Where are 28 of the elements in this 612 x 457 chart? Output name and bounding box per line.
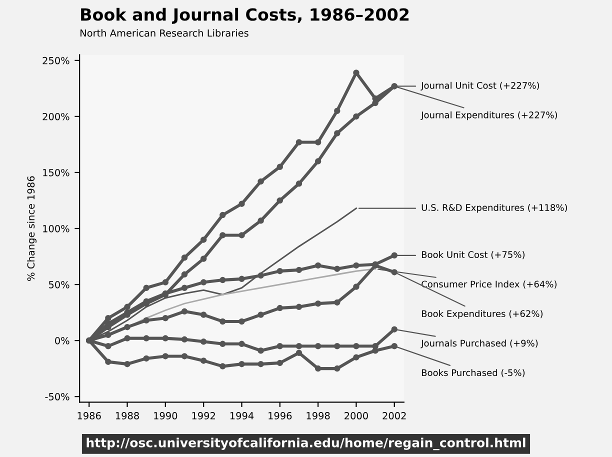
- x-tick-label: 2002: [382, 412, 406, 420]
- y-tick-label: 100%: [43, 224, 70, 232]
- x-tick-label: 1988: [116, 412, 139, 420]
- x-tick-label: 1992: [192, 412, 215, 420]
- y-axis-title: % Change since 1986: [27, 176, 36, 281]
- text: U.S. R&D Expenditures (+118%): [422, 204, 568, 213]
- text: Journal Expenditures (+227%): [420, 111, 558, 120]
- x-tick-label: 1990: [154, 412, 178, 420]
- legend-label: Journal Unit Cost (+227%): [420, 82, 540, 91]
- text: Books Purchased (-5%): [422, 369, 525, 378]
- y-tick-label: 50%: [48, 280, 70, 288]
- x-tick-label: 1994: [230, 412, 254, 420]
- x-tick-label: 1996: [268, 412, 292, 420]
- y-tick-label: -50%: [45, 393, 70, 400]
- chart-title: Book and Journal Costs, 1986–2002: [81, 8, 409, 24]
- legend-label: Book Unit Cost (+75%): [422, 251, 525, 260]
- text: Journals Purchased (+9%): [420, 340, 538, 348]
- y-tick-label: 0%: [55, 337, 70, 344]
- text: Book Expenditures (+62%): [422, 310, 543, 319]
- y-tick-label: 150%: [43, 168, 70, 176]
- text: Consumer Price Index (+64%): [422, 280, 557, 289]
- chart-subtitle: North American Research Libraries: [80, 29, 248, 37]
- y-tick-label: 250%: [42, 56, 70, 64]
- x-tick-label: 2000: [344, 412, 368, 420]
- y-tick-label: 200%: [42, 112, 70, 120]
- x-tick-label: 1998: [306, 412, 330, 420]
- x-tick-label: 1986: [78, 412, 101, 420]
- text: http://osc.universityofcalifornia.edu/home/regain_control.html: [86, 438, 526, 450]
